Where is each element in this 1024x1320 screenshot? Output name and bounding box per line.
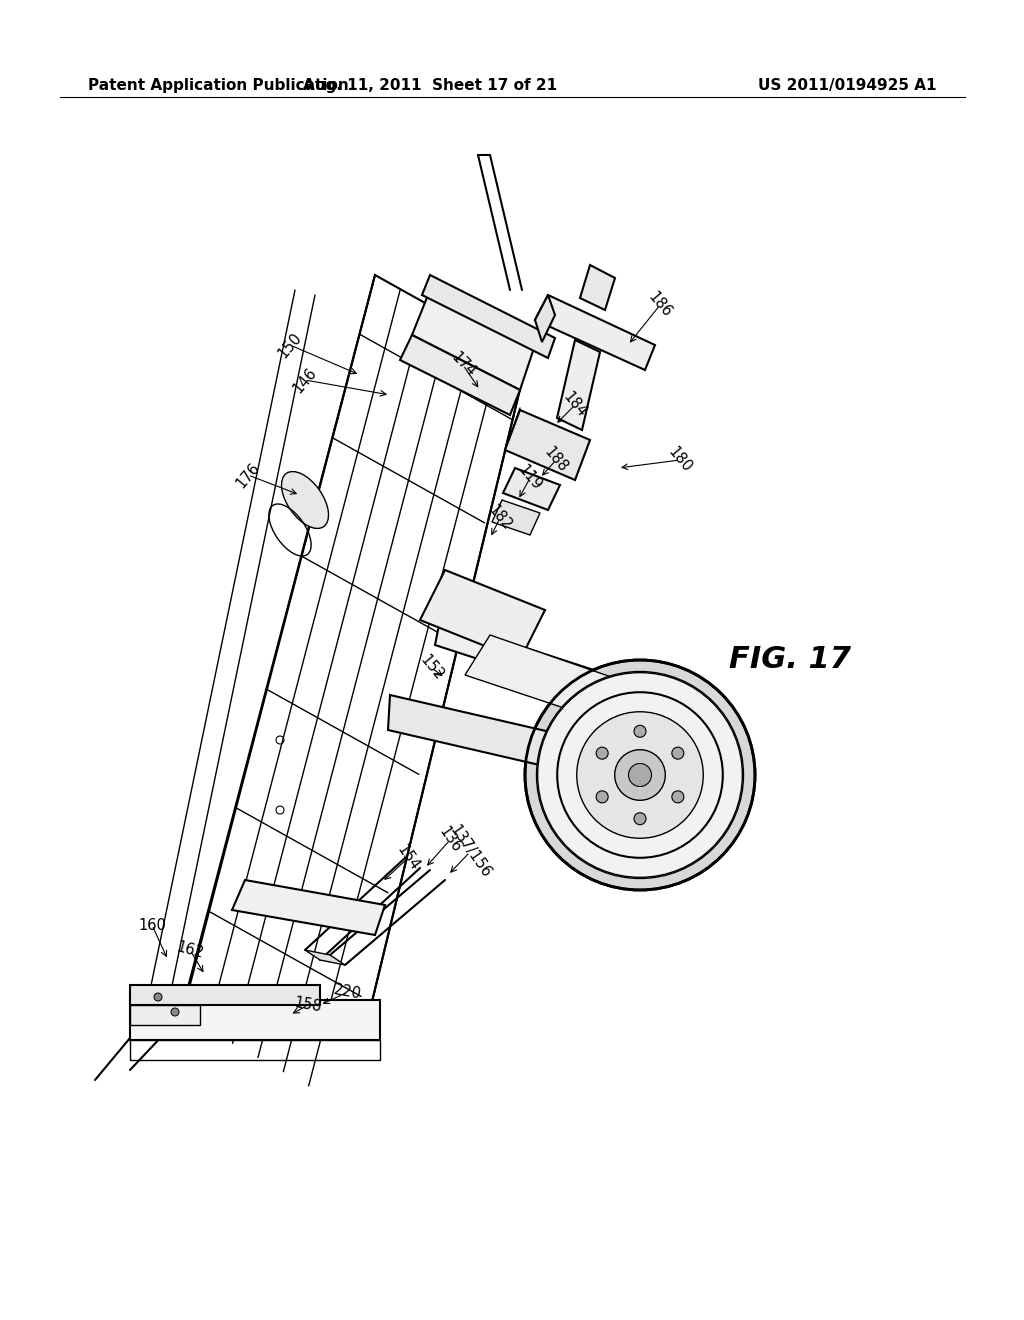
- Polygon shape: [232, 880, 385, 935]
- Text: 154: 154: [394, 842, 422, 874]
- Circle shape: [614, 750, 666, 800]
- Text: 184: 184: [560, 389, 590, 421]
- Text: 136: 136: [436, 825, 464, 855]
- Text: 180: 180: [666, 445, 694, 475]
- Text: 188: 188: [542, 445, 570, 475]
- Polygon shape: [305, 950, 345, 965]
- Circle shape: [171, 1008, 179, 1016]
- Text: 150: 150: [275, 330, 305, 360]
- Polygon shape: [535, 294, 555, 342]
- Text: 152: 152: [418, 652, 446, 684]
- Text: Aug. 11, 2011  Sheet 17 of 21: Aug. 11, 2011 Sheet 17 of 21: [303, 78, 557, 92]
- Polygon shape: [557, 341, 600, 430]
- Polygon shape: [130, 985, 319, 1005]
- Text: 162: 162: [175, 939, 206, 961]
- Polygon shape: [535, 294, 655, 370]
- Text: 158: 158: [293, 995, 323, 1015]
- Text: 160: 160: [138, 917, 166, 932]
- Polygon shape: [580, 265, 615, 310]
- Circle shape: [634, 813, 646, 825]
- Text: 176: 176: [233, 459, 263, 491]
- Circle shape: [596, 791, 608, 803]
- Polygon shape: [435, 620, 640, 710]
- Text: 146: 146: [291, 364, 319, 396]
- Polygon shape: [130, 1001, 380, 1040]
- Text: 182: 182: [485, 503, 515, 533]
- Circle shape: [672, 791, 684, 803]
- Text: 220: 220: [333, 982, 364, 1002]
- Polygon shape: [400, 335, 520, 414]
- Polygon shape: [412, 290, 535, 389]
- Polygon shape: [492, 500, 540, 535]
- Text: 137/156: 137/156: [446, 822, 494, 880]
- Text: Patent Application Publication: Patent Application Publication: [88, 78, 349, 92]
- Polygon shape: [130, 1005, 200, 1026]
- Polygon shape: [420, 570, 545, 660]
- Polygon shape: [465, 635, 620, 719]
- Polygon shape: [505, 411, 590, 480]
- Circle shape: [525, 660, 755, 890]
- Text: FIG. 17: FIG. 17: [729, 645, 851, 675]
- Polygon shape: [388, 696, 650, 789]
- Circle shape: [629, 763, 651, 787]
- Circle shape: [596, 747, 608, 759]
- Ellipse shape: [282, 471, 329, 528]
- Polygon shape: [422, 275, 555, 358]
- Text: 174: 174: [447, 350, 478, 380]
- Text: 186: 186: [645, 289, 675, 321]
- Circle shape: [577, 711, 703, 838]
- Text: 119: 119: [515, 462, 545, 494]
- Circle shape: [538, 673, 742, 878]
- Circle shape: [537, 672, 743, 879]
- Circle shape: [154, 993, 162, 1001]
- Text: US 2011/0194925 A1: US 2011/0194925 A1: [758, 78, 936, 92]
- Circle shape: [634, 725, 646, 738]
- Polygon shape: [503, 469, 560, 510]
- Circle shape: [672, 747, 684, 759]
